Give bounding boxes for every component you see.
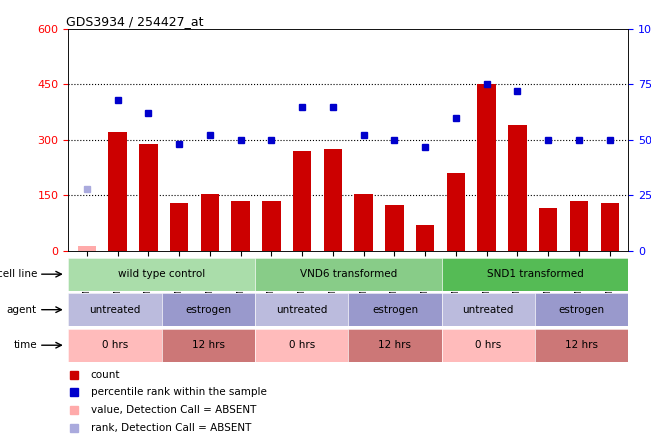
- Bar: [108, 132, 127, 251]
- Text: 0 hrs: 0 hrs: [288, 340, 314, 350]
- Bar: [293, 151, 311, 251]
- Text: count: count: [90, 370, 120, 380]
- Text: wild type control: wild type control: [118, 269, 205, 279]
- Bar: [201, 194, 219, 251]
- Text: 12 hrs: 12 hrs: [378, 340, 411, 350]
- Bar: [170, 203, 188, 251]
- Text: rank, Detection Call = ABSENT: rank, Detection Call = ABSENT: [90, 423, 251, 433]
- Text: VND6 transformed: VND6 transformed: [299, 269, 397, 279]
- Text: SND1 transformed: SND1 transformed: [486, 269, 583, 279]
- Text: estrogen: estrogen: [372, 305, 418, 315]
- Bar: [139, 143, 158, 251]
- Bar: [262, 201, 281, 251]
- Bar: [324, 149, 342, 251]
- Text: untreated: untreated: [463, 305, 514, 315]
- Bar: [354, 194, 373, 251]
- Text: estrogen: estrogen: [559, 305, 605, 315]
- Text: 12 hrs: 12 hrs: [565, 340, 598, 350]
- Bar: [77, 246, 96, 251]
- Text: cell line: cell line: [0, 269, 37, 279]
- Text: estrogen: estrogen: [186, 305, 231, 315]
- Bar: [416, 225, 434, 251]
- Text: percentile rank within the sample: percentile rank within the sample: [90, 388, 267, 397]
- Bar: [539, 208, 557, 251]
- Text: 0 hrs: 0 hrs: [475, 340, 501, 350]
- Bar: [570, 201, 589, 251]
- Bar: [447, 173, 465, 251]
- Bar: [385, 205, 404, 251]
- Text: 0 hrs: 0 hrs: [102, 340, 128, 350]
- Text: agent: agent: [7, 305, 37, 315]
- Text: GDS3934 / 254427_at: GDS3934 / 254427_at: [66, 15, 203, 28]
- Bar: [477, 84, 496, 251]
- Text: 12 hrs: 12 hrs: [192, 340, 225, 350]
- Text: untreated: untreated: [276, 305, 327, 315]
- Bar: [600, 203, 619, 251]
- Text: value, Detection Call = ABSENT: value, Detection Call = ABSENT: [90, 405, 256, 415]
- Bar: [508, 125, 527, 251]
- Text: untreated: untreated: [89, 305, 141, 315]
- Bar: [231, 201, 250, 251]
- Text: time: time: [13, 340, 37, 350]
